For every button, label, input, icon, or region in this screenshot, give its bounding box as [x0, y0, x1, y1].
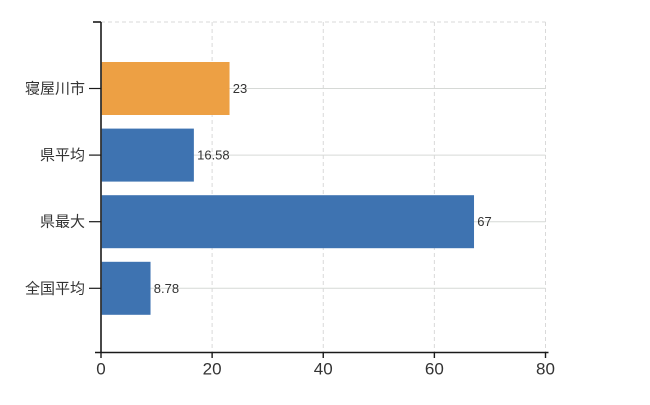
x-tick-label-60: 60 — [425, 360, 444, 379]
category-label-3: 全国平均 — [25, 279, 85, 297]
bar-1 — [101, 128, 194, 182]
category-label-0: 寝屋川市 — [25, 80, 85, 98]
x-tick-label-80: 80 — [536, 360, 555, 379]
bar-0 — [101, 62, 230, 115]
category-label-1: 県平均 — [40, 147, 85, 164]
bar-value-label-0: 23 — [233, 81, 247, 96]
x-tick-label-20: 20 — [203, 360, 222, 379]
category-label-2: 県最大 — [40, 214, 85, 231]
x-tick-label-0: 0 — [96, 360, 105, 379]
bar-2 — [101, 195, 475, 249]
bar-value-label-3: 8.78 — [154, 281, 179, 296]
bar-value-label-1: 16.58 — [197, 148, 230, 163]
bar-3 — [101, 261, 151, 315]
bar-value-label-2: 67 — [477, 214, 491, 229]
x-tick-label-40: 40 — [314, 360, 333, 379]
